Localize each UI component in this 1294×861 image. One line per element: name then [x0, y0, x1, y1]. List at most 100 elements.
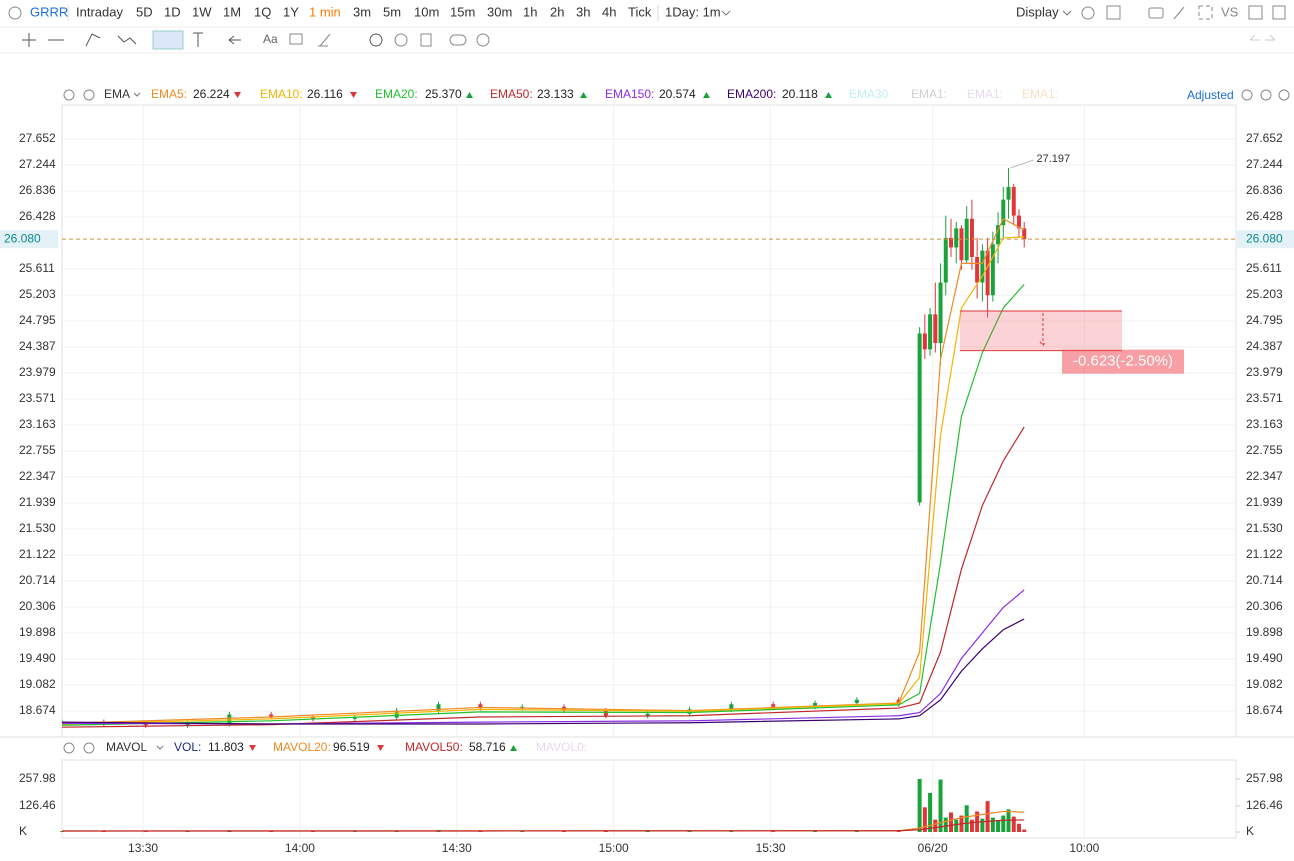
x-tick-label: 14:00 — [285, 841, 315, 855]
arrow-tool[interactable] — [228, 35, 241, 45]
indicator-settings[interactable] — [63, 742, 75, 754]
tool-settings[interactable] — [476, 33, 490, 47]
period-button[interactable]: 1Q — [254, 4, 271, 19]
y-tick-label: 24.795 — [19, 313, 56, 327]
period-button[interactable]: 1Y — [283, 4, 299, 19]
y-tick-label: 18.674 — [1246, 703, 1283, 717]
candle-body — [436, 704, 441, 711]
legend-name[interactable]: EMA10: — [260, 87, 303, 101]
reset-icon[interactable] — [1241, 89, 1253, 101]
y-tick-label: 23.979 — [1246, 365, 1283, 379]
y-tick-label: K — [1246, 824, 1254, 838]
candle-body — [943, 237, 948, 283]
settings-icon[interactable] — [1081, 6, 1095, 20]
zoom-out[interactable] — [1260, 89, 1272, 101]
legend-inactive[interactable]: EMA30 — [849, 87, 889, 101]
period-button[interactable]: Intraday — [76, 4, 123, 19]
indicator-tool[interactable] — [152, 30, 184, 50]
zoom-in[interactable] — [1278, 89, 1290, 101]
symbol[interactable]: GRRR — [30, 4, 68, 19]
trend-arrow — [350, 92, 357, 98]
period-button[interactable]: 30m — [487, 4, 512, 19]
delete-tool[interactable] — [420, 33, 432, 47]
volume-pane — [61, 759, 1237, 839]
price-tool[interactable] — [193, 32, 203, 47]
legend-name[interactable]: EMA50: — [490, 87, 533, 101]
display-button[interactable]: Display — [1016, 4, 1059, 19]
period-button[interactable]: 1h — [523, 4, 537, 19]
period-button[interactable]: 2h — [550, 4, 564, 19]
indicator-close[interactable] — [83, 89, 95, 101]
period-button[interactable]: 15m — [450, 4, 475, 19]
period-button[interactable]: 3h — [576, 4, 590, 19]
compare-button[interactable]: VS — [1221, 4, 1239, 19]
period-button[interactable]: 1 min — [309, 4, 341, 19]
legend-name[interactable]: MAVOL50: — [405, 740, 463, 754]
y-tick-label: 20.306 — [19, 599, 56, 613]
undo-redo[interactable] — [1249, 34, 1276, 41]
indicator-name[interactable]: EMA — [104, 87, 130, 101]
legend-name[interactable]: EMA5: — [151, 87, 187, 101]
y-tick-label: 23.571 — [1246, 391, 1283, 405]
note-tool[interactable] — [289, 33, 303, 45]
interval-select[interactable]: 1Day: 1m — [665, 4, 721, 19]
legend-inactive[interactable]: EMA1: — [911, 87, 947, 101]
camera-icon[interactable] — [1148, 7, 1164, 19]
notes-icon[interactable] — [1248, 5, 1263, 20]
measure-tool[interactable] — [318, 33, 331, 47]
y-tick-label: 21.122 — [19, 547, 56, 561]
fullscreen-icon[interactable] — [1198, 5, 1213, 20]
legend-inactive[interactable]: MAVOL0: — [536, 740, 587, 754]
magnet-tool[interactable] — [369, 33, 383, 47]
pattern-tool[interactable] — [117, 35, 137, 45]
candle-body — [954, 228, 959, 248]
panel-icon[interactable] — [1272, 5, 1286, 20]
legend-value: 58.716 — [469, 740, 506, 754]
legend-inactive[interactable]: EMA1: — [1022, 87, 1058, 101]
layout-icon[interactable] — [1106, 5, 1121, 20]
candle-body — [922, 333, 927, 350]
period-button[interactable]: 5m — [383, 4, 401, 19]
draw-icon[interactable] — [1173, 6, 1185, 20]
volume-bar — [917, 778, 922, 832]
volume-bar — [1001, 815, 1006, 832]
volume-bar — [948, 812, 953, 832]
indicator-name[interactable]: MAVOL — [106, 740, 147, 754]
indicator-close[interactable] — [83, 742, 95, 754]
volume-bar — [996, 820, 1001, 832]
legend-value: 26.116 — [307, 87, 343, 101]
move-tool[interactable] — [22, 33, 36, 47]
indicator-settings[interactable] — [63, 89, 75, 101]
indicator-line — [62, 236, 1025, 725]
link-tool[interactable] — [449, 34, 467, 46]
legend-name[interactable]: EMA20: — [375, 87, 418, 101]
indicator-line — [62, 284, 1025, 726]
period-button[interactable]: 1W — [192, 4, 212, 19]
legend-name[interactable]: EMA200: — [727, 87, 776, 101]
period-button[interactable]: 1D — [164, 4, 181, 19]
period-button[interactable]: 5D — [136, 4, 153, 19]
period-button[interactable]: 4h — [602, 4, 616, 19]
legend-name[interactable]: VOL: — [174, 740, 201, 754]
legend-name[interactable]: EMA150: — [605, 87, 654, 101]
period-button[interactable]: 1M — [223, 4, 241, 19]
trend-arrow — [234, 92, 241, 98]
legend-name[interactable]: MAVOL20: — [273, 740, 331, 754]
adjust-toggle[interactable]: Adjusted — [1187, 88, 1234, 102]
trend-arrow — [249, 745, 256, 751]
last-price-label: 26.080 — [4, 231, 41, 245]
chevron — [1062, 10, 1072, 16]
period-button[interactable]: 3m — [353, 4, 371, 19]
candle-body — [394, 710, 399, 718]
period-button[interactable]: 10m — [414, 4, 439, 19]
y-tick-label: 20.714 — [1246, 573, 1283, 587]
trend-tool[interactable] — [85, 33, 101, 47]
period-button[interactable]: Tick — [628, 4, 652, 19]
hide-tool[interactable] — [394, 33, 408, 47]
candle-body — [959, 228, 964, 261]
text-tool[interactable]: Aa — [263, 32, 278, 46]
y-tick-label: 27.652 — [19, 131, 56, 145]
search-icon[interactable] — [8, 6, 22, 20]
legend-inactive[interactable]: EMA1: — [967, 87, 1003, 101]
volume-bar — [311, 831, 316, 832]
